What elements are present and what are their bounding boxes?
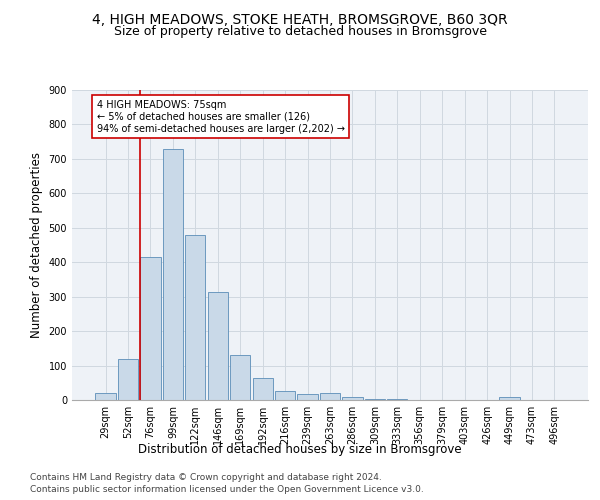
Bar <box>499 397 520 400</box>
Bar <box>95 393 116 400</box>
Bar <box>298 394 317 400</box>
Text: 4 HIGH MEADOWS: 75sqm
← 5% of detached houses are smaller (126)
94% of semi-deta: 4 HIGH MEADOWS: 75sqm ← 5% of detached h… <box>97 100 344 134</box>
Text: Contains public sector information licensed under the Open Government Licence v3: Contains public sector information licen… <box>30 485 424 494</box>
Bar <box>253 378 273 400</box>
Bar <box>185 234 205 400</box>
Y-axis label: Number of detached properties: Number of detached properties <box>30 152 43 338</box>
Text: Distribution of detached houses by size in Bromsgrove: Distribution of detached houses by size … <box>138 442 462 456</box>
Bar <box>163 148 183 400</box>
Bar <box>140 257 161 400</box>
Bar <box>365 399 385 400</box>
Text: Size of property relative to detached houses in Bromsgrove: Size of property relative to detached ho… <box>113 25 487 38</box>
Text: 4, HIGH MEADOWS, STOKE HEATH, BROMSGROVE, B60 3QR: 4, HIGH MEADOWS, STOKE HEATH, BROMSGROVE… <box>92 12 508 26</box>
Text: Contains HM Land Registry data © Crown copyright and database right 2024.: Contains HM Land Registry data © Crown c… <box>30 472 382 482</box>
Bar <box>230 355 250 400</box>
Bar <box>208 292 228 400</box>
Bar <box>343 396 362 400</box>
Bar <box>118 358 138 400</box>
Bar <box>320 393 340 400</box>
Bar <box>275 392 295 400</box>
